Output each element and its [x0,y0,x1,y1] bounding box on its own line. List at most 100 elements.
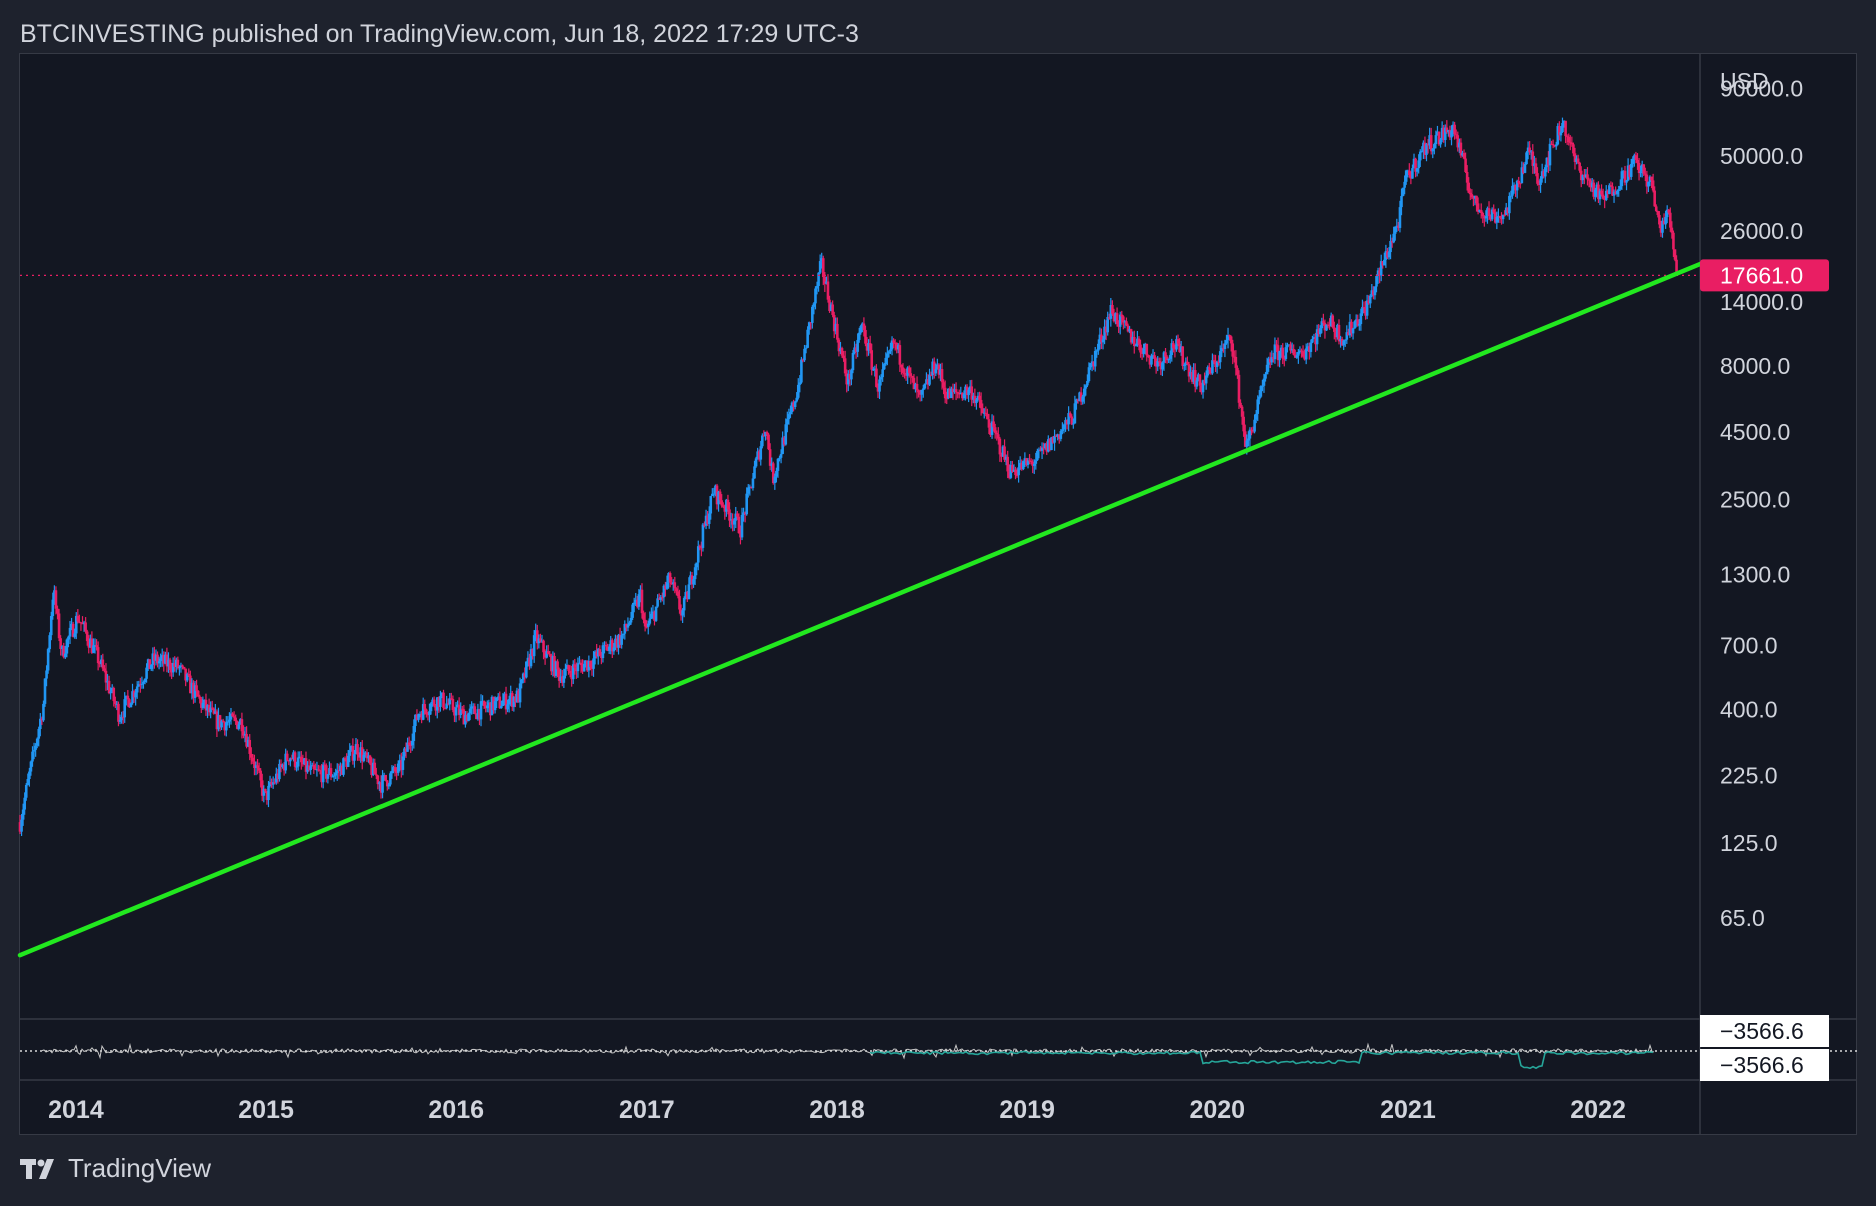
candle [185,672,189,683]
candle [1262,373,1266,393]
year-tick-label: 2020 [1189,1096,1245,1124]
candle [1062,423,1066,434]
candle [437,696,441,713]
candle [95,639,98,651]
support-trendline[interactable] [17,261,1703,958]
candle [107,675,111,695]
candle [1490,207,1494,222]
candle [846,370,850,392]
candle [995,430,999,441]
candle [921,384,925,398]
candle [1473,195,1477,206]
candle [856,333,859,358]
candle [784,418,788,446]
candle [925,372,928,385]
candle [53,585,56,605]
candle [1370,284,1374,298]
candle [1248,427,1252,447]
candle [834,317,838,335]
candle [1120,310,1124,325]
candle [501,693,505,707]
candle [81,616,84,625]
candle [43,678,47,707]
candle [129,702,133,708]
candle [223,721,227,736]
candle [1387,247,1391,260]
candle [268,775,272,788]
candle [345,753,348,770]
candle [343,756,347,762]
candle [1165,355,1169,364]
candle [1286,342,1289,353]
candle [1070,414,1074,426]
candle [270,778,273,788]
candle [257,762,261,773]
candle [1361,299,1364,316]
year-tick-label: 2021 [1380,1096,1436,1124]
candle [1287,344,1291,346]
candle [1568,135,1572,151]
candle [209,701,212,719]
candle [1282,355,1286,367]
candle [214,704,217,715]
candle [295,761,298,772]
footer-brand[interactable]: TradingView [20,1153,211,1184]
candle [1451,121,1455,137]
candle [254,761,258,776]
candle [1025,457,1028,467]
candle [228,712,231,728]
candle [498,691,502,709]
candle [362,749,366,763]
candle [1611,182,1614,197]
candle [1500,212,1503,225]
candle [903,368,906,379]
candle [1320,317,1324,334]
candle [539,633,542,643]
candle [442,689,445,711]
candle [789,405,792,418]
candle [706,511,709,526]
candle [967,387,970,403]
candle [103,665,106,673]
candle [704,509,708,530]
candle [1618,179,1622,191]
candle [451,695,455,713]
candle [114,696,117,709]
candle [1518,182,1522,189]
candle [404,742,408,758]
trendline-layer[interactable] [17,261,1703,958]
candle [1142,343,1145,358]
candle [264,788,267,794]
candle [1669,207,1672,232]
candle [1098,327,1102,350]
candle [1353,320,1356,329]
candle [679,604,683,621]
candle [1156,356,1160,372]
candle [123,692,127,723]
candle [1150,353,1153,367]
candle [1093,346,1097,372]
candle [1045,441,1049,455]
candle [1448,125,1452,141]
candle [517,688,520,703]
candle [1487,201,1491,221]
candle [1675,255,1678,275]
oscillator-line [41,1042,1655,1060]
candle [385,779,389,791]
candle [92,638,95,654]
candle [1401,187,1405,197]
candle [423,699,427,715]
candle [775,467,778,483]
candle [1034,452,1038,470]
candle [943,380,947,404]
candle [868,335,872,354]
candle [390,765,394,779]
candle [779,449,783,464]
candle [1253,414,1256,434]
candle [1400,188,1403,216]
candle [1672,230,1675,257]
candle [1670,221,1674,239]
time-axis[interactable]: 2014 2015 2016 2017 2018 2019 2020 2021 2022 [48,1096,1626,1124]
